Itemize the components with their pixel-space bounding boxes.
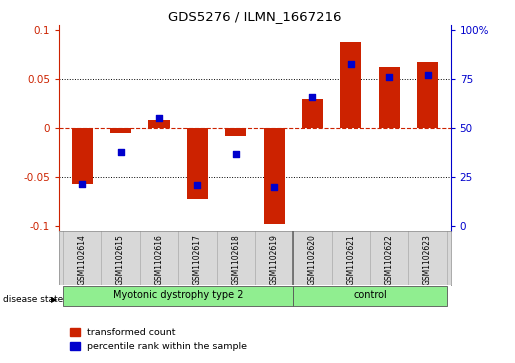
Bar xyxy=(63,286,294,306)
Legend: transformed count, percentile rank within the sample: transformed count, percentile rank withi… xyxy=(66,324,251,355)
Bar xyxy=(302,99,323,128)
Point xyxy=(155,115,163,121)
Text: GSM1102614: GSM1102614 xyxy=(78,234,87,285)
Point xyxy=(385,74,393,80)
Point xyxy=(308,94,317,99)
Title: GDS5276 / ILMN_1667216: GDS5276 / ILMN_1667216 xyxy=(168,10,341,23)
Bar xyxy=(72,128,93,184)
Bar xyxy=(417,62,438,128)
Point xyxy=(193,182,201,188)
Bar xyxy=(340,42,362,128)
Bar xyxy=(379,68,400,128)
Text: GSM1102617: GSM1102617 xyxy=(193,234,202,285)
Bar xyxy=(294,286,447,306)
Point xyxy=(347,62,355,68)
Bar xyxy=(187,128,208,199)
Bar xyxy=(264,128,285,224)
Point xyxy=(116,150,125,155)
Text: ▶: ▶ xyxy=(51,295,58,304)
Text: GSM1102615: GSM1102615 xyxy=(116,234,125,285)
Point xyxy=(232,151,240,157)
Text: GSM1102623: GSM1102623 xyxy=(423,234,432,285)
Point xyxy=(270,184,278,189)
Bar xyxy=(225,128,246,136)
Text: GSM1102621: GSM1102621 xyxy=(347,234,355,285)
Text: GSM1102616: GSM1102616 xyxy=(154,234,163,285)
Text: GSM1102620: GSM1102620 xyxy=(308,234,317,285)
Text: disease state: disease state xyxy=(3,295,63,304)
Text: Myotonic dystrophy type 2: Myotonic dystrophy type 2 xyxy=(113,290,244,301)
Text: GSM1102618: GSM1102618 xyxy=(231,234,240,285)
Bar xyxy=(148,120,169,128)
Point xyxy=(423,72,432,78)
Point xyxy=(78,181,87,187)
Text: GSM1102622: GSM1102622 xyxy=(385,234,394,285)
Text: control: control xyxy=(353,290,387,301)
Text: GSM1102619: GSM1102619 xyxy=(270,234,279,285)
Bar xyxy=(110,128,131,133)
